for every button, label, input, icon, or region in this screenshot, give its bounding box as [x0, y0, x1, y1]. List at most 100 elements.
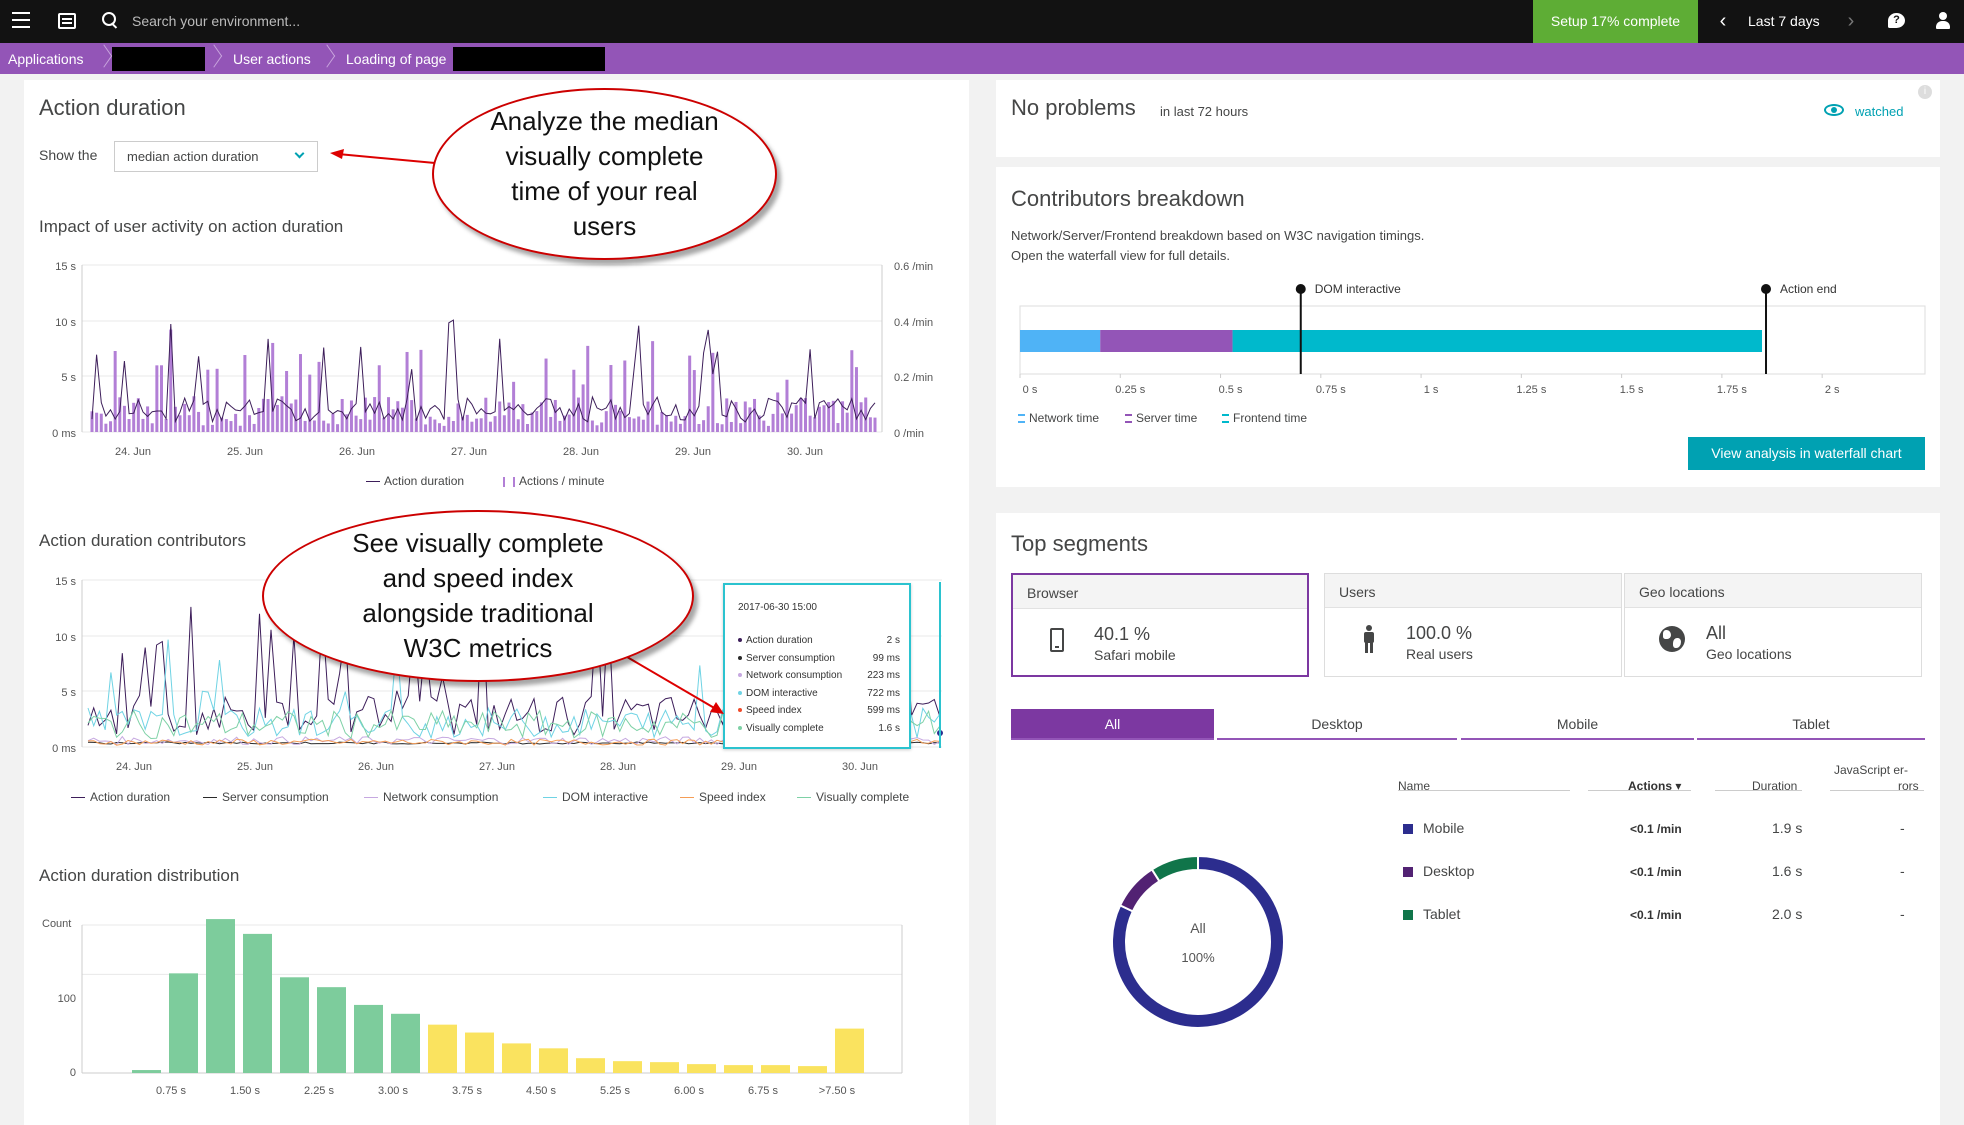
search-input[interactable]	[132, 10, 532, 32]
globe-icon	[1659, 626, 1685, 652]
x-tick: 3.00 s	[378, 1085, 408, 1097]
chevron-right-icon[interactable]: ›	[1847, 10, 1855, 32]
activity-bar	[373, 397, 377, 432]
legend-label: Visually complete	[816, 790, 910, 804]
problems-title: No problems	[1011, 95, 1136, 120]
activity-bar	[95, 412, 99, 432]
legend-item[interactable]: Server consumption	[203, 790, 329, 804]
legend-item[interactable]: Network time	[1018, 411, 1099, 425]
x-tick: 29. Jun	[675, 446, 711, 458]
distribution-bar	[428, 1024, 457, 1073]
activity-bar	[275, 404, 279, 432]
activity-bar	[377, 365, 381, 432]
x-tick: 0.5 s	[1219, 384, 1243, 396]
activity-bar	[836, 423, 840, 432]
y-tick: 5 s	[61, 687, 76, 699]
breadcrumb-loading-of-page[interactable]: Loading of page	[346, 51, 447, 67]
legend-bar-swatch	[503, 476, 515, 487]
x-tick: 3.75 s	[452, 1085, 482, 1097]
row-name: Desktop	[1423, 863, 1475, 879]
timeframe-selector[interactable]: Last 7 days	[1748, 13, 1820, 29]
chevron-left-icon[interactable]: ‹	[1719, 10, 1727, 32]
column-header-name[interactable]: Name	[1398, 779, 1431, 793]
activity-bar	[382, 417, 386, 432]
activity-bar	[289, 403, 293, 432]
action-duration-title: Action duration	[39, 95, 186, 120]
activity-bar	[507, 402, 511, 432]
activity-bar	[604, 411, 608, 432]
impact-chart[interactable]: 15 s 10 s 5 s 0 ms 0.6 /min 0.4 /min 0.2…	[30, 255, 960, 495]
segments-donut-chart[interactable]: All 100%	[1100, 845, 1300, 1045]
breadcrumb-user-actions[interactable]: User actions	[233, 51, 311, 67]
info-icon[interactable]: i	[1918, 85, 1932, 99]
activity-bar	[544, 358, 548, 432]
segment-card-users[interactable]: Users 100.0 % Real users	[1324, 573, 1622, 677]
distribution-bar	[798, 1066, 827, 1073]
legend-item[interactable]: DOM interactive	[543, 790, 648, 804]
x-tick: 29. Jun	[721, 761, 757, 773]
activity-bar	[623, 360, 627, 432]
activity-bar	[766, 425, 770, 432]
distribution-bar	[761, 1065, 790, 1073]
activity-bar	[456, 403, 460, 432]
tab-all[interactable]: All	[1011, 709, 1214, 740]
tooltip-row: Speed index 599 ms	[738, 705, 900, 716]
header-underline	[1588, 790, 1691, 791]
legend-label: Frontend time	[1233, 411, 1308, 425]
help-icon[interactable]: ?	[1888, 13, 1905, 28]
x-tick: 6.00 s	[674, 1085, 704, 1097]
segment-card-browser[interactable]: Browser 40.1 % Safari mobile	[1011, 573, 1309, 677]
activity-bar	[641, 419, 645, 432]
activity-bar	[581, 384, 585, 432]
tooltip-value: 99 ms	[872, 652, 900, 664]
segment-card-sub: Safari mobile	[1094, 647, 1176, 663]
view-waterfall-button[interactable]: View analysis in waterfall chart	[1688, 437, 1925, 470]
activity-bar	[609, 365, 613, 432]
tab-mobile[interactable]: Mobile	[1461, 709, 1694, 740]
contributors-breakdown-chart[interactable]: DOM interactive Action end 0 s 0.25 s 0.5 s…	[1010, 276, 1940, 406]
y-right-tick: 0.6 /min	[894, 261, 933, 273]
breadcrumb-applications[interactable]: Applications	[8, 51, 84, 67]
setup-progress-button[interactable]: Setup 17% complete	[1533, 0, 1698, 43]
legend-label: Network consumption	[383, 790, 499, 804]
x-tick: 26. Jun	[358, 761, 394, 773]
y-tick: 10 s	[55, 317, 76, 329]
tooltip-label: Network consumption	[746, 670, 843, 681]
activity-bar	[391, 409, 395, 432]
metric-select[interactable]: median action duration	[114, 141, 318, 172]
tooltip-value: 1.6 s	[878, 722, 900, 734]
legend-item[interactable]: Visually complete	[797, 790, 909, 804]
tooltip-row: Action duration 2 s	[738, 635, 900, 646]
distribution-bar	[465, 1032, 494, 1073]
segment-card-sub: Geo locations	[1706, 646, 1792, 662]
column-header-actions[interactable]: Actions ▾	[1628, 779, 1682, 793]
activity-bar	[678, 423, 682, 432]
column-header-js-errors[interactable]: JavaScript er-	[1834, 763, 1909, 777]
segment-card-header: Users	[1325, 574, 1621, 608]
row-name: Mobile	[1423, 820, 1465, 836]
legend-item[interactable]: Server time	[1125, 411, 1197, 425]
activity-bar	[827, 402, 831, 432]
legend-item[interactable]: Action duration	[71, 790, 170, 804]
activity-bar	[99, 413, 103, 432]
menu-icon[interactable]	[12, 12, 30, 30]
distribution-bar	[317, 987, 346, 1073]
legend-item[interactable]: Speed index	[680, 790, 766, 804]
legend-item[interactable]: Frontend time	[1222, 411, 1307, 425]
activity-bar	[734, 401, 738, 432]
distribution-chart[interactable]: Count 100 0 0.75 s 1.50 s 2.25 s 3.00 s 3.75…	[30, 910, 930, 1100]
tooltip-row: Visually complete 1.6 s	[738, 723, 900, 734]
segment-card-geo[interactable]: Geo locations All Geo locations	[1624, 573, 1922, 677]
tab-desktop[interactable]: Desktop	[1217, 709, 1457, 740]
watched-link[interactable]: watched	[1855, 104, 1904, 119]
user-icon[interactable]	[1936, 12, 1950, 30]
environment-icon[interactable]	[58, 13, 76, 29]
tab-tablet[interactable]: Tablet	[1697, 709, 1925, 740]
x-tick: 24. Jun	[115, 446, 151, 458]
activity-bar	[753, 398, 757, 432]
activity-bar	[229, 421, 233, 432]
action-duration-line	[91, 319, 876, 424]
column-header-duration[interactable]: Duration	[1752, 779, 1798, 793]
activity-bar	[697, 424, 701, 432]
legend-item[interactable]: Network consumption	[364, 790, 498, 804]
